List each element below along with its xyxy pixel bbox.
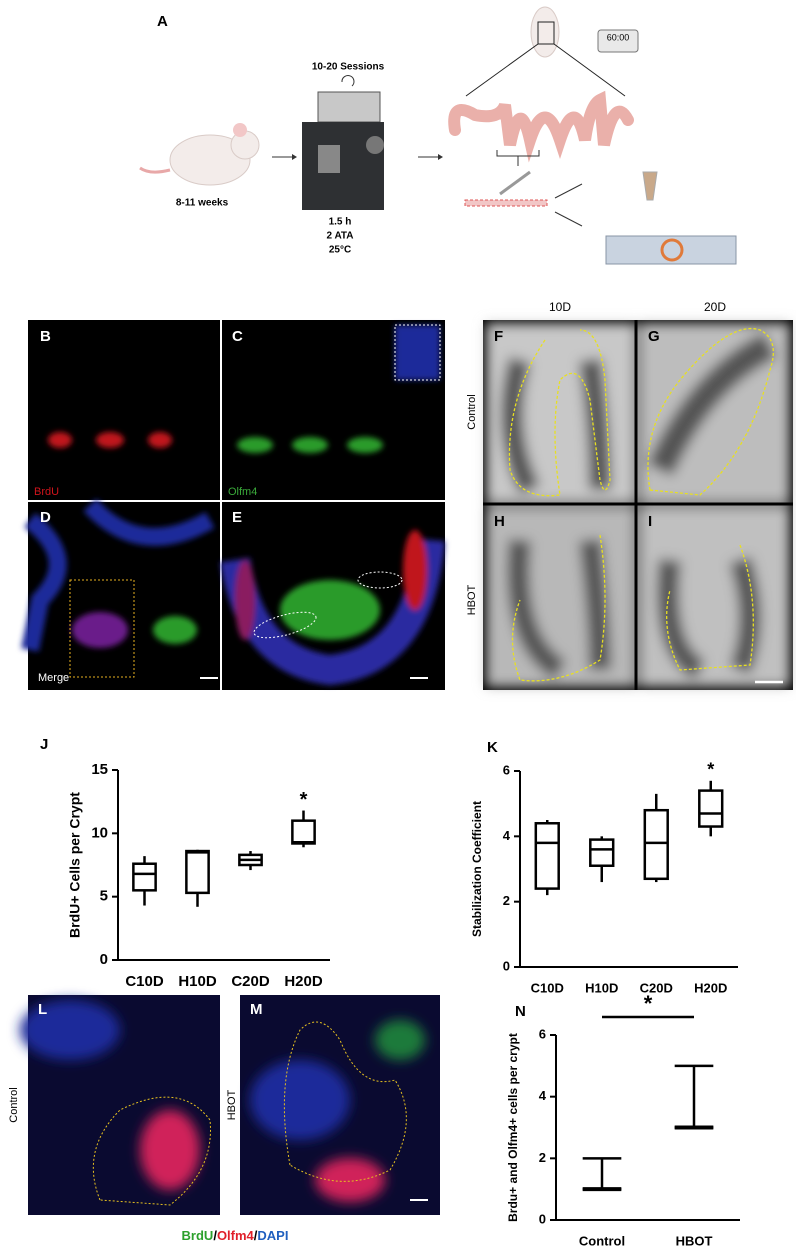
y-tick-label: 4: [503, 828, 511, 843]
box: [643, 808, 669, 881]
histology-panels: 10D 20D Control HBOT F G H I: [466, 300, 793, 690]
condition: 1.5 h: [329, 217, 352, 228]
y-axis-label: Stabilization Coefficient: [470, 801, 484, 937]
x-tick-label: Control: [579, 1233, 625, 1248]
panel-label: B: [40, 328, 51, 345]
x-tick-label: H20D: [694, 980, 727, 995]
x-tick-label: H10D: [585, 980, 618, 995]
column-label: 10D: [549, 300, 571, 314]
panel-label: E: [232, 509, 242, 526]
y-axis-label: Brdu+ and Olfm4+ cells per crypt: [506, 1033, 520, 1222]
mouse: [169, 134, 251, 186]
condition: 2 ATA: [326, 231, 353, 242]
panel-label: K: [487, 739, 498, 756]
panel-a: A 8-11 weeks 10-20 Sessions 1.5 h 2 ATA …: [139, 6, 737, 265]
chamber-top: [317, 91, 381, 123]
y-tick-label: 2: [539, 1150, 546, 1165]
panel-label: D: [40, 509, 51, 526]
panel-label: C: [232, 328, 243, 345]
y-tick-label: 0: [100, 951, 108, 968]
panel-label: A: [157, 13, 168, 30]
crypt-panels: L M Control HBOT BrdU/Olfm4/DAPI: [8, 995, 440, 1243]
legend-entry: Olfm4: [217, 1228, 255, 1243]
condition: 25°C: [329, 245, 351, 256]
stain-label: Olfm4: [228, 486, 257, 498]
x-tick-label: H10D: [178, 973, 217, 990]
box: [534, 822, 560, 890]
box: [132, 862, 157, 892]
x-tick-label: C10D: [125, 973, 164, 990]
stain-label: BrdU: [34, 486, 59, 498]
y-tick-label: 0: [503, 958, 510, 973]
stain-label: Merge: [38, 672, 69, 684]
panel-label: J: [40, 736, 48, 753]
fluorescence-panels: B C D E BrdU Olfm4 Merge: [21, 320, 445, 690]
row-label: Control: [8, 1087, 20, 1122]
legend-entry: BrdU: [182, 1228, 214, 1243]
box: [291, 819, 316, 845]
sessions: 10-20 Sessions: [312, 62, 385, 73]
y-tick-label: 10: [91, 824, 108, 841]
separator: /: [254, 1228, 258, 1243]
stain-legend: BrdU/Olfm4/DAPI: [182, 1228, 289, 1243]
row-label: Control: [466, 394, 478, 429]
y-tick-label: 6: [539, 1026, 546, 1041]
separator: /: [213, 1228, 217, 1243]
x-tick-label: H20D: [284, 973, 323, 990]
legend-entry: DAPI: [257, 1228, 288, 1243]
intestine: [448, 90, 634, 163]
annotation: *: [707, 760, 714, 780]
panel-label: N: [515, 1003, 526, 1020]
timer: 60:00: [607, 32, 630, 42]
y-tick-label: 5: [100, 888, 108, 905]
y-tick-label: 0: [539, 1211, 546, 1226]
box: [185, 849, 210, 895]
panel-label: M: [250, 1001, 263, 1018]
panel-label: L: [38, 1001, 47, 1018]
y-tick-label: 15: [91, 761, 108, 778]
x-tick-label: C10D: [531, 980, 564, 995]
panel-label: H: [494, 513, 505, 530]
panel-label: I: [648, 513, 652, 530]
box: [589, 838, 615, 867]
annotation: *: [300, 789, 308, 811]
panel-label: F: [494, 328, 503, 345]
y-axis-label: BrdU+ Cells per Crypt: [67, 792, 83, 938]
box: [698, 789, 724, 828]
column-label: 20D: [704, 300, 726, 314]
y-tick-label: 6: [503, 762, 510, 777]
x-tick-label: C20D: [231, 973, 270, 990]
row-label: HBOT: [466, 584, 478, 615]
x-tick-label: HBOT: [676, 1233, 713, 1248]
row-label: HBOT: [226, 1089, 238, 1120]
age: 8-11 weeks: [176, 198, 229, 209]
y-tick-label: 4: [539, 1088, 547, 1103]
panel-label: G: [648, 328, 660, 345]
y-tick-label: 2: [503, 893, 510, 908]
x-tick-label: C20D: [640, 980, 673, 995]
chamber: [302, 122, 384, 210]
image: [28, 320, 220, 500]
annotation: *: [644, 991, 653, 1016]
